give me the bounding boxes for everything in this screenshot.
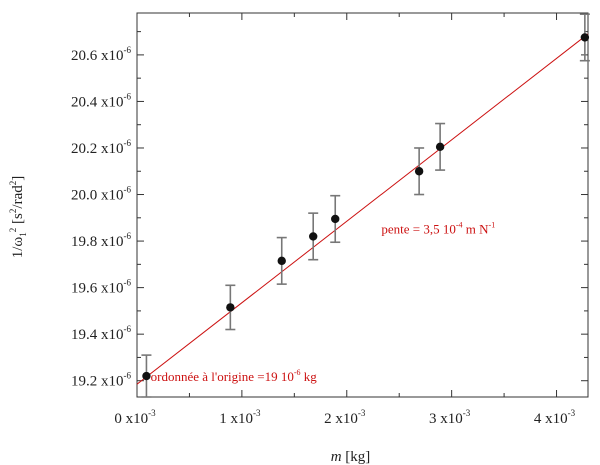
slope-annotation: pente = 3,5 10-4 m N-1 (381, 220, 495, 236)
x-tick-label: 1 x10-3 (219, 408, 261, 427)
y-tick-label: 20.6 x10-6 (71, 45, 131, 64)
x-tick-label: 2 x10-3 (324, 408, 366, 427)
x-axis-label: m [kg] (331, 449, 371, 465)
data-point (142, 371, 151, 381)
y-tick-label: 19.2 x10-6 (71, 371, 131, 390)
fit-line (136, 33, 589, 385)
intercept-annotation: ordonnée à l'origine =19 10-6 kg (151, 368, 318, 384)
y-axis-label: 1/ω12 [s2/rad2] (8, 176, 28, 258)
data-point (309, 232, 318, 241)
y-tick-label: 19.6 x10-6 (71, 278, 131, 297)
x-tick-label: 4 x10-3 (534, 408, 576, 427)
data-point (435, 142, 445, 152)
x-tick-label: 0 x10-3 (114, 408, 156, 427)
data-point (331, 214, 340, 224)
data-point (277, 256, 286, 266)
data-point (414, 167, 424, 176)
y-tick-label: 19.8 x10-6 (71, 231, 131, 250)
y-tick-label: 20.0 x10-6 (71, 185, 131, 204)
y-tick-label: 20.2 x10-6 (71, 138, 131, 157)
x-tick-label: 3 x10-3 (429, 408, 471, 427)
y-tick-label: 19.4 x10-6 (71, 324, 131, 343)
y-tick-label: 20.4 x10-6 (71, 91, 131, 110)
data-point (580, 33, 590, 42)
plot-frame (136, 12, 589, 398)
data-point (226, 303, 235, 312)
